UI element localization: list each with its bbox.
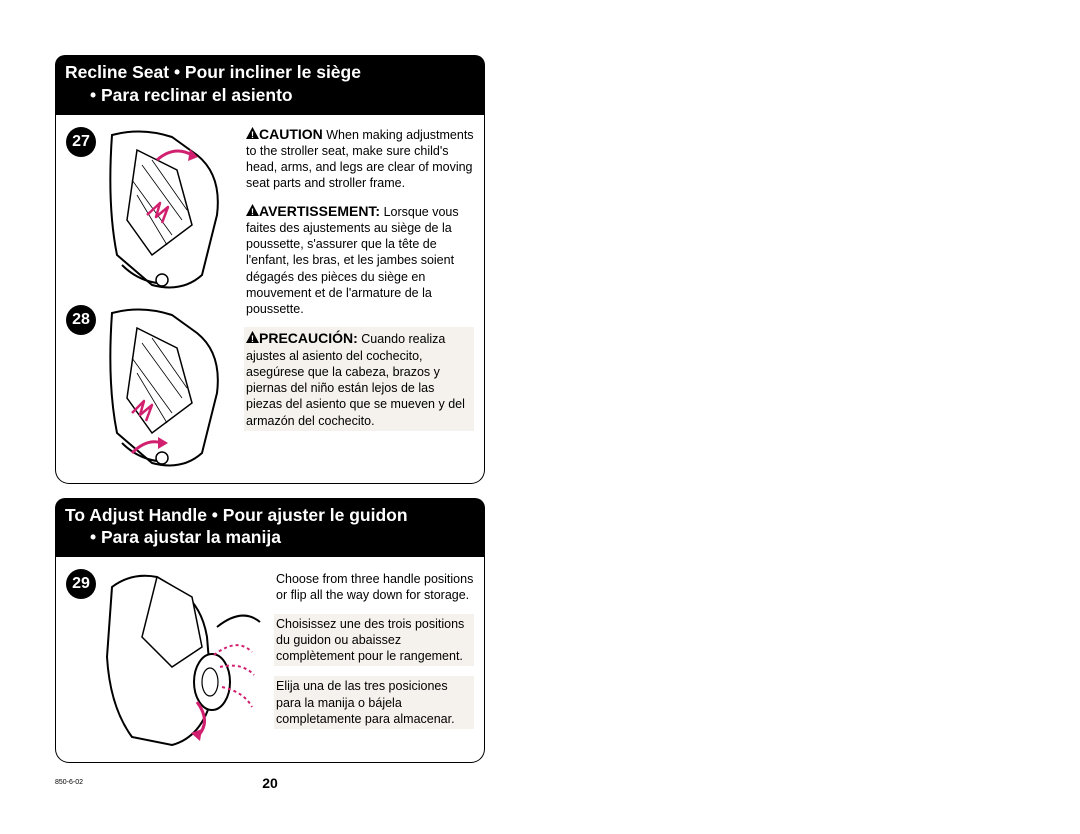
section-header-handle: To Adjust Handle • Pour ajuster le guido…: [55, 498, 485, 558]
document-code: 850-6-02: [55, 779, 83, 786]
caution-en-label: CAUTION: [259, 126, 323, 142]
caution-es-label: PRECAUCIÓN:: [259, 330, 358, 346]
section1-title-line2: • Para reclinar el asiento: [65, 84, 475, 107]
section-header-recline: Recline Seat • Pour incliner le siège • …: [55, 55, 485, 115]
svg-text:!: !: [251, 130, 254, 139]
illustration-27: [102, 125, 236, 295]
caution-french: ! AVERTISSEMENT: Lorsque vous faites des…: [246, 202, 474, 318]
svg-text:!: !: [251, 334, 254, 343]
warning-triangle-icon: !: [246, 331, 259, 347]
warning-triangle-icon: !: [246, 204, 259, 220]
page-number: 20: [262, 775, 278, 791]
caution-fr-text: Lorsque vous faites des ajustements au s…: [246, 205, 459, 317]
illustration-29: [102, 567, 266, 752]
step-number-badge: 29: [66, 569, 96, 599]
step-27-row: 27: [66, 125, 236, 295]
section2-text: Choose from three handle positions or fl…: [276, 567, 474, 752]
step-number-badge: 27: [66, 127, 96, 157]
handle-text-en: Choose from three handle positions or fl…: [276, 571, 474, 604]
page-footer: 850-6-02 20: [55, 775, 485, 791]
section2-title-line2: • Para ajustar la manija: [65, 526, 475, 549]
svg-text:!: !: [251, 207, 254, 216]
section1-illustrations: 27: [66, 125, 236, 473]
section1-text: ! CAUTION When making adjustments to the…: [246, 125, 474, 473]
illustration-28: [102, 303, 236, 473]
step-number-badge: 28: [66, 305, 96, 335]
warning-triangle-icon: !: [246, 127, 259, 143]
handle-text-fr: Choisissez une des trois positions du gu…: [274, 614, 474, 667]
section1-title-line1: Recline Seat • Pour incliner le siège: [65, 61, 475, 84]
handle-text-es: Elija una de las tres posiciones para la…: [274, 676, 474, 729]
section2-illustrations: 29: [66, 567, 266, 752]
section2-content: 29 Choo: [55, 557, 485, 763]
step-29-row: 29: [66, 567, 266, 752]
section2-title-line1: To Adjust Handle • Pour ajuster le guido…: [65, 504, 475, 527]
section1-content: 27: [55, 115, 485, 484]
caution-spanish: ! PRECAUCIÓN: Cuando realiza ajustes al …: [244, 327, 474, 431]
step-28-row: 28: [66, 303, 236, 473]
caution-fr-label: AVERTISSEMENT:: [259, 203, 380, 219]
caution-english: ! CAUTION When making adjustments to the…: [246, 125, 474, 192]
caution-es-text: Cuando realiza ajustes al asiento del co…: [246, 332, 465, 427]
